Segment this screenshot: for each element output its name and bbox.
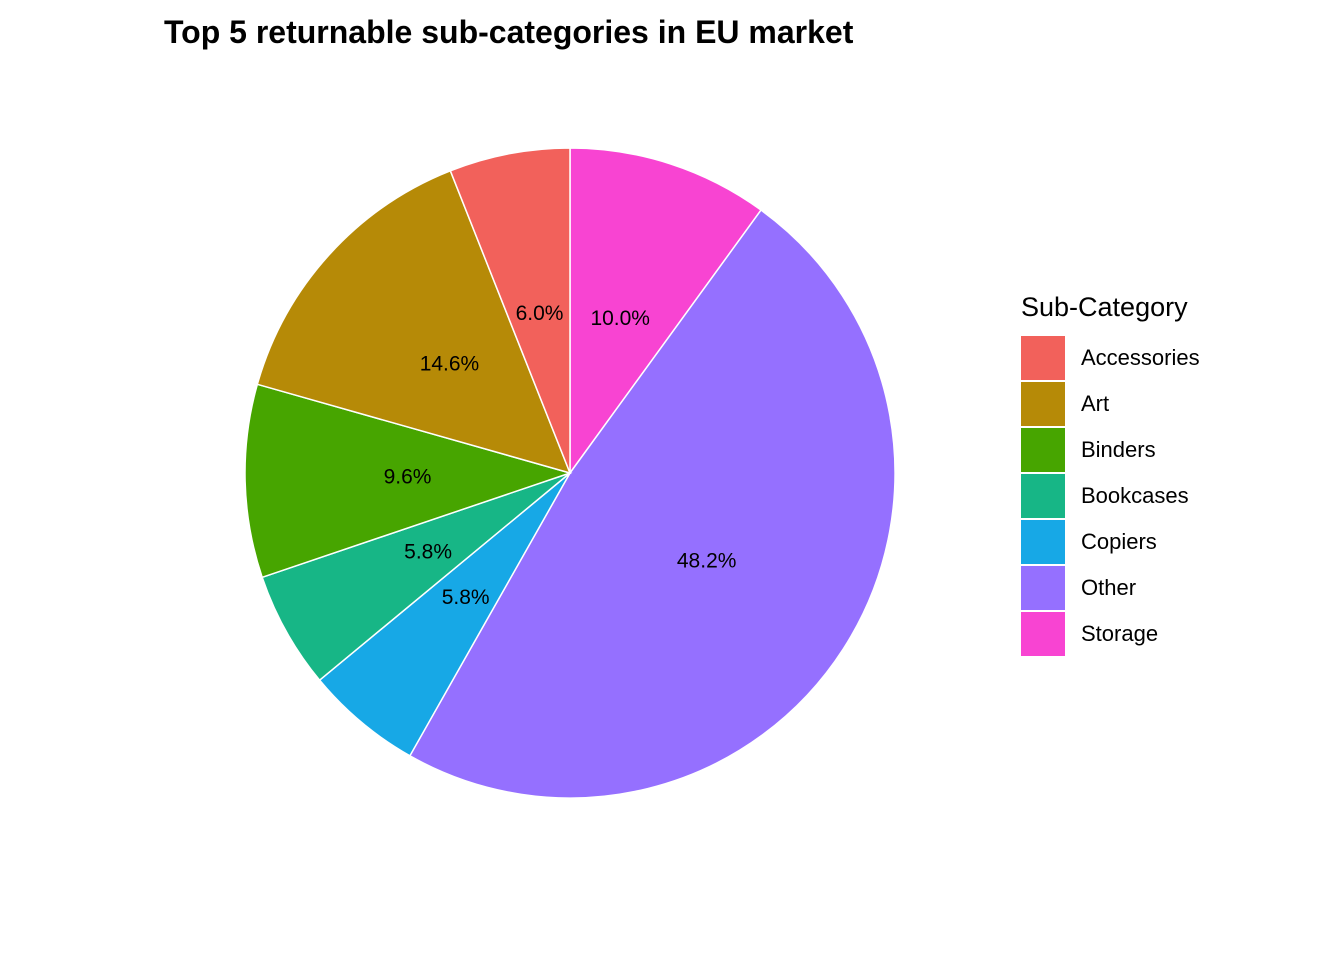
legend-item-art: Art bbox=[1021, 381, 1200, 427]
legend-key-accessories bbox=[1021, 336, 1065, 380]
legend-label-binders: Binders bbox=[1081, 437, 1156, 462]
pie-slice-other bbox=[408, 209, 896, 799]
legend-item-other: Other bbox=[1021, 565, 1200, 611]
slice-label-bookcases: 5.8% bbox=[404, 541, 452, 564]
legend-item-bookcases: Bookcases bbox=[1021, 473, 1200, 519]
legend-item-storage: Storage bbox=[1021, 611, 1200, 657]
legend-title: Sub-Category bbox=[1021, 292, 1188, 322]
legend-key-binders bbox=[1021, 428, 1065, 472]
slice-label-binders: 9.6% bbox=[384, 466, 432, 489]
legend-label-copiers: Copiers bbox=[1081, 529, 1157, 554]
legend-label-accessories: Accessories bbox=[1081, 345, 1200, 370]
legend-key-bookcases bbox=[1021, 474, 1065, 518]
slice-label-art: 14.6% bbox=[420, 353, 480, 376]
slice-label-other: 48.2% bbox=[677, 549, 737, 572]
legend-item-accessories: Accessories bbox=[1021, 335, 1200, 381]
legend-label-storage: Storage bbox=[1081, 621, 1159, 646]
pie-slice-accessories bbox=[449, 147, 571, 474]
slice-label-storage: 10.0% bbox=[590, 307, 650, 330]
slice-label-copiers: 5.8% bbox=[442, 586, 490, 609]
legend: Sub-Category Accessories Art Binders Bookca… bbox=[1021, 289, 1200, 657]
pie-slice-storage bbox=[569, 147, 763, 476]
pie-slice-binders bbox=[244, 383, 573, 579]
legend-items: Accessories Art Binders Bookcases Copiers Oth… bbox=[1021, 335, 1200, 657]
legend-key-art bbox=[1021, 382, 1065, 426]
legend-item-copiers: Copiers bbox=[1021, 519, 1200, 565]
pie-slice-art bbox=[256, 169, 572, 475]
legend-label-other: Other bbox=[1081, 575, 1137, 600]
chart-title: Top 5 returnable sub-categories in EU ma… bbox=[164, 14, 854, 50]
legend-key-storage bbox=[1021, 612, 1065, 656]
legend-key-copiers bbox=[1021, 520, 1065, 564]
legend-key-other bbox=[1021, 566, 1065, 610]
legend-item-binders: Binders bbox=[1021, 427, 1200, 473]
legend-label-bookcases: Bookcases bbox=[1081, 483, 1189, 508]
legend-label-art: Art bbox=[1081, 391, 1110, 416]
slice-label-accessories: 6.0% bbox=[516, 302, 564, 325]
